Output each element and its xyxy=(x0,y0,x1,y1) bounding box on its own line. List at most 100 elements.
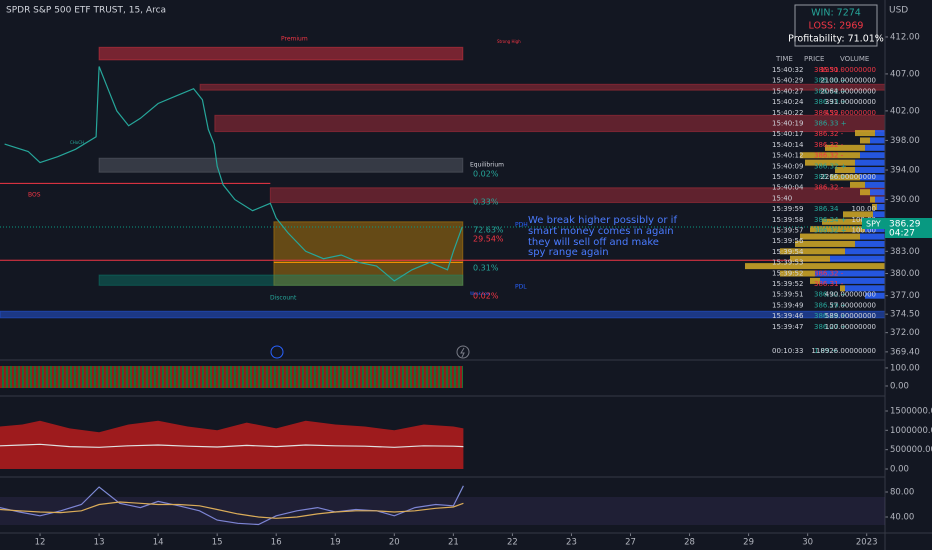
note-line: smart money comes in again xyxy=(528,226,674,237)
symbol-label: SPY xyxy=(866,220,881,229)
tape-header: VOLUME xyxy=(840,55,869,63)
last-price: 386.29 xyxy=(889,220,921,230)
tape-time: 15:39:57 xyxy=(772,227,803,235)
annotation: PDL xyxy=(515,284,527,291)
stats-box xyxy=(794,4,878,47)
profile-bar-yellow xyxy=(810,226,865,233)
tape-price: 386.33 + xyxy=(814,77,847,85)
stats-profitability: Profitability: 71.01% xyxy=(788,34,884,45)
annotation: CHoCH xyxy=(70,140,84,145)
zone xyxy=(98,46,464,61)
tape-volume: 100.00000000 xyxy=(825,323,876,331)
annotation: PDH xyxy=(515,222,528,229)
y-tick-label: 100.00 xyxy=(890,363,920,373)
tape-time: 15:40:14 xyxy=(772,141,804,149)
tape-price: 386.33 + xyxy=(814,120,847,128)
profile-bar-yellow xyxy=(870,196,875,203)
tape-time: 15:40:27 xyxy=(772,87,803,95)
tape-price: 386.32 - xyxy=(814,269,844,277)
y-tick-label: 412.00 xyxy=(890,32,920,42)
tape-volume: 2266.00000000 xyxy=(820,173,876,181)
tape-price: 386.27 + xyxy=(814,323,847,331)
x-tick-label: 12 xyxy=(35,538,46,548)
profile-bar-blue xyxy=(875,130,885,137)
y-tick-label: 1000000.00 xyxy=(890,426,932,436)
dividend-icon[interactable] xyxy=(270,345,284,359)
profile-bar-yellow xyxy=(822,218,867,225)
tape-price: 386.32 - xyxy=(814,141,844,149)
tape-price: 386.32 - xyxy=(814,184,844,192)
tape-volume: 118926.00000000 xyxy=(811,347,876,355)
note-line: they will sell off and make xyxy=(528,237,659,248)
profile-bar-yellow xyxy=(780,270,815,277)
annotation: 29.54% xyxy=(473,235,504,244)
profile-bar-blue xyxy=(865,226,885,233)
tape-time: 15:40:24 xyxy=(772,98,804,106)
profile-bar-blue xyxy=(873,211,885,218)
profile-bar-blue xyxy=(855,167,885,174)
tape-time: 15:40 xyxy=(772,194,792,202)
profile-bar-yellow xyxy=(800,152,860,159)
tape-volume: 490.00000000 xyxy=(825,291,876,299)
profile-bar-yellow xyxy=(825,144,865,151)
tape-price: 386.32 - xyxy=(814,152,844,160)
plot-layer: 412.00 407.00 402.00 398.00 394.00 390.00 383.… xyxy=(0,32,932,548)
tape-price: 386.32 + xyxy=(814,162,847,170)
annotation: 0.33% xyxy=(473,198,499,207)
chart-title: SPDR S&P 500 ETF TRUST, 15, Arca xyxy=(6,6,166,16)
x-tick-label: 21 xyxy=(448,538,459,548)
x-tick-label: 15 xyxy=(212,538,223,548)
profile-bar-blue xyxy=(860,152,885,159)
x-tick-label: 19 xyxy=(330,538,341,548)
tape-price: 386.32 + xyxy=(814,227,847,235)
tape-volume: 459.00000000 xyxy=(825,109,876,117)
tape-time: 15:40:04 xyxy=(772,184,804,192)
tape-price: 386.32 - xyxy=(814,130,844,138)
profile-bar-blue xyxy=(870,189,885,196)
x-tick-label: 29 xyxy=(743,538,754,548)
zone xyxy=(98,157,464,173)
series-line xyxy=(0,501,464,519)
profile-bar-blue xyxy=(865,181,885,188)
tape-time: 15:40:17 xyxy=(772,130,803,138)
x-tick-label: 30 xyxy=(802,538,813,548)
tape-time: 15:39:54 xyxy=(772,248,804,256)
tape-time: 15:39:56 xyxy=(772,237,804,245)
y-tick-label: 80.00 xyxy=(890,488,914,498)
tape-volume: 57.00000000 xyxy=(829,301,876,309)
y-tick-label: 1500000.00 xyxy=(890,406,932,416)
profile-bar-yellow xyxy=(843,211,873,218)
tape-time: 15:39:47 xyxy=(772,323,803,331)
event-icon[interactable] xyxy=(456,345,470,359)
price-badge xyxy=(885,218,932,238)
profile-bar-blue xyxy=(865,144,885,151)
tape-time: 15:39:52 xyxy=(772,269,803,277)
x-tick-label: 28 xyxy=(684,538,695,548)
symbol-badge xyxy=(862,218,885,229)
profile-bar-yellow xyxy=(745,263,885,270)
tape-volume: 1950.00000000 xyxy=(820,66,876,74)
profile-bar-blue xyxy=(877,203,885,210)
profile-bar-yellow xyxy=(780,248,845,255)
y-tick-label: 500000.00 xyxy=(890,445,932,455)
tape-price: 386.33 + xyxy=(814,98,847,106)
x-tick-label: 27 xyxy=(625,538,636,548)
tape-header: PRICE xyxy=(804,55,824,63)
profile-bar-blue xyxy=(855,240,885,247)
profile-bar-blue xyxy=(860,233,885,240)
profile-bar-yellow xyxy=(860,137,870,144)
stats-win: WIN: 7274 xyxy=(811,8,861,19)
tape-volume: 391.00000000 xyxy=(825,98,876,106)
annotation: BOS xyxy=(28,192,41,199)
tape-time: 15:39:52 xyxy=(772,280,803,288)
profile-bar-yellow xyxy=(835,167,855,174)
annotation: 0.31% xyxy=(473,264,499,273)
annotation: Weak Low xyxy=(470,291,491,296)
x-tick-label: 22 xyxy=(507,538,518,548)
y-tick-label: 394.00 xyxy=(890,166,920,176)
profile-bar-blue xyxy=(855,159,885,166)
profile-bar-blue xyxy=(830,255,885,262)
tape-time: 15:39:58 xyxy=(772,216,803,224)
